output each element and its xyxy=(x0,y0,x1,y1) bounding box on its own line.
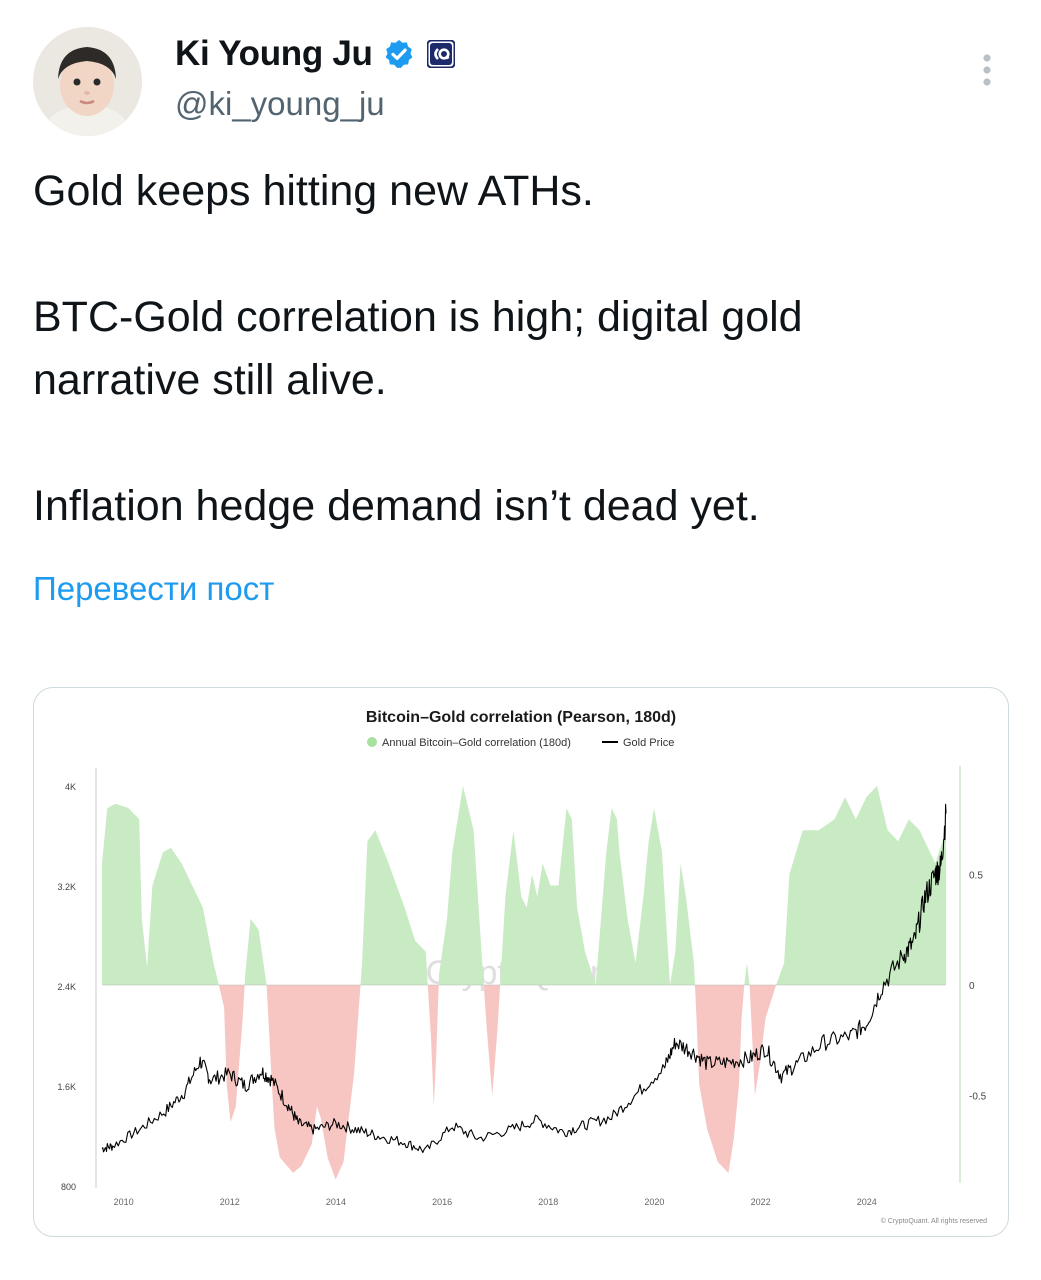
x-tick-label: 2020 xyxy=(644,1197,664,1207)
author-name[interactable]: Ki Young Ju xyxy=(175,34,373,73)
verified-badge-icon[interactable] xyxy=(383,38,415,70)
tweet-text: Gold keeps hitting new ATHs. BTC-Gold co… xyxy=(33,160,993,538)
avatar[interactable] xyxy=(33,27,142,136)
legend-correlation-swatch xyxy=(367,737,377,747)
legend-correlation: Annual Bitcoin–Gold correlation (180d) xyxy=(382,737,571,749)
tweet-paragraph: Inflation hedge demand isn’t dead yet. xyxy=(33,482,760,530)
tweet-media-chart[interactable]: Bitcoin–Gold correlation (Pearson, 180d)… xyxy=(33,687,1009,1237)
avatar-photo xyxy=(33,27,142,136)
x-tick-label: 2018 xyxy=(538,1197,558,1207)
y-left-tick-label: 1.6K xyxy=(57,1082,76,1092)
x-tick-label: 2014 xyxy=(326,1197,346,1207)
x-tick-label: 2024 xyxy=(857,1197,877,1207)
tweet-paragraph: Gold keeps hitting new ATHs. xyxy=(33,167,594,215)
legend-gold: Gold Price xyxy=(623,737,674,749)
cryptoquant-badge-icon[interactable] xyxy=(426,40,455,68)
x-tick-label: 2016 xyxy=(432,1197,452,1207)
y-left-tick-label: 2.4K xyxy=(57,982,76,992)
copyright: © CryptoQuant. All rights reserved xyxy=(881,1217,987,1225)
author-handle[interactable]: @ki_young_ju xyxy=(175,85,385,122)
correlation-chart: Bitcoin–Gold correlation (Pearson, 180d)… xyxy=(57,709,987,1225)
correlation-area-positive xyxy=(102,786,946,985)
y-right-tick-label: -0.5 xyxy=(969,1092,987,1103)
tweet-paragraph: BTC-Gold correlation is high; digital go… xyxy=(33,293,803,341)
translate-post-link[interactable]: Перевести пост xyxy=(33,570,275,607)
x-tick-label: 2010 xyxy=(114,1197,134,1207)
y-left-tick-label: 3.2K xyxy=(57,882,76,892)
y-left-tick-label: 4K xyxy=(65,782,76,792)
y-right-tick-label: 0 xyxy=(969,981,975,992)
y-right-tick-label: 0.5 xyxy=(969,870,983,881)
tweet-paragraph: narrative still alive. xyxy=(33,356,387,404)
x-tick-label: 2022 xyxy=(751,1197,771,1207)
more-vertical-icon[interactable] xyxy=(976,50,998,90)
x-tick-label: 2012 xyxy=(220,1197,240,1207)
y-left-tick-label: 800 xyxy=(61,1182,76,1192)
gold-price-line xyxy=(101,803,947,1154)
chart-title: Bitcoin–Gold correlation (Pearson, 180d) xyxy=(366,709,676,726)
